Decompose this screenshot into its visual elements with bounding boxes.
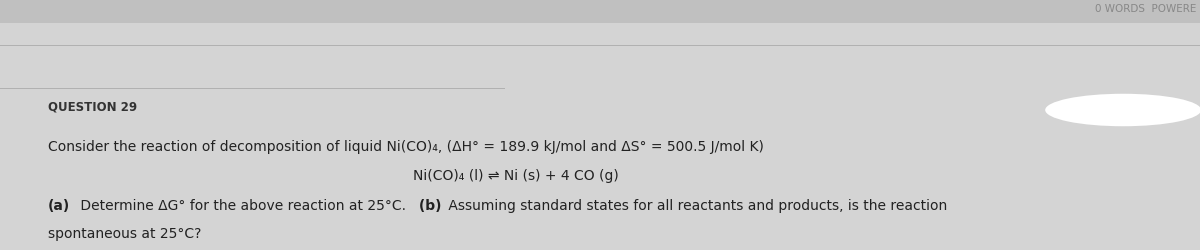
Text: (a): (a)	[48, 199, 71, 213]
Text: (b): (b)	[414, 199, 442, 213]
Circle shape	[1045, 94, 1200, 126]
Text: Ni(CO)₄ (l) ⇌ Ni (s) + 4 CO (g): Ni(CO)₄ (l) ⇌ Ni (s) + 4 CO (g)	[413, 169, 619, 183]
Text: Assuming standard states for all reactants and products, is the reaction: Assuming standard states for all reactan…	[444, 199, 947, 213]
Text: QUESTION 29: QUESTION 29	[48, 101, 137, 114]
Text: Consider the reaction of decomposition of liquid Ni(CO)₄, (ΔH° = 189.9 kJ/mol an: Consider the reaction of decomposition o…	[48, 140, 764, 154]
Text: Determine ΔG° for the above reaction at 25°C.: Determine ΔG° for the above reaction at …	[76, 199, 406, 213]
Text: 0 WORDS  POWERE: 0 WORDS POWERE	[1096, 4, 1196, 14]
Bar	[0, 0, 1200, 22]
Text: spontaneous at 25°C?: spontaneous at 25°C?	[48, 227, 202, 241]
